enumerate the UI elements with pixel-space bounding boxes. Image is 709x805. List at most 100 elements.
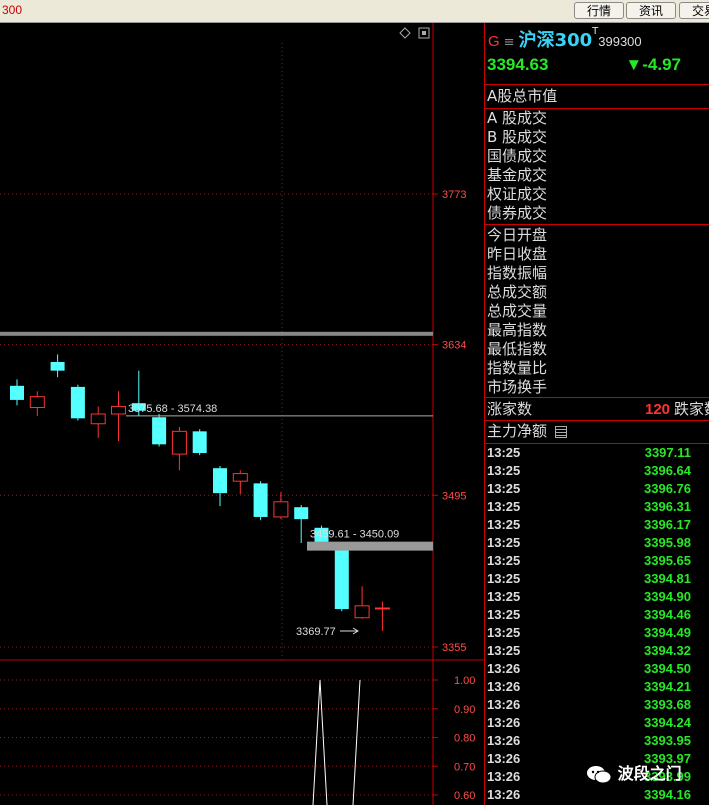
divider xyxy=(485,397,709,398)
trade-label: A 股成交 xyxy=(487,109,548,127)
news-button[interactable]: 资讯 xyxy=(626,2,676,19)
tick-row: 13:25 3394.46 xyxy=(485,607,709,625)
candle-body xyxy=(171,430,187,455)
gap-zone-label: 3459.61 - 3450.09 xyxy=(310,529,399,541)
tick-time: 13:25 xyxy=(487,517,521,532)
index-stat-label: 最低指数 xyxy=(487,340,548,358)
candle-body xyxy=(90,413,106,425)
index-stat-label: 最高指数 xyxy=(487,321,548,339)
rise-label: 涨家数 xyxy=(487,400,533,418)
main-net-row[interactable]: 主力净额 xyxy=(487,422,567,441)
menu-icon[interactable]: ≡ xyxy=(503,35,515,50)
tick-value: 3396.64 xyxy=(644,463,691,478)
index-code: 399300 xyxy=(598,34,642,49)
tick-time: 13:25 xyxy=(487,481,521,496)
low-marker-arrow xyxy=(352,627,359,635)
list-icon[interactable] xyxy=(554,425,567,438)
tick-row: 13:25 3396.76 xyxy=(485,481,709,499)
tick-time: 13:26 xyxy=(487,751,521,766)
candle-body xyxy=(213,468,227,494)
tick-row: 13:25 3396.64 xyxy=(485,463,709,481)
kline-chart-area[interactable]: 3773 3634 3495 3355 3575.68 - 3574.38 3459.61… xyxy=(0,23,485,805)
maximize-icon xyxy=(422,31,426,35)
tick-time: 13:25 xyxy=(487,571,521,586)
gap-zone-band xyxy=(307,541,433,551)
price-change: ▼-4.97 xyxy=(625,55,681,74)
low-marker-label: 3369.77 xyxy=(296,626,336,638)
tick-time: 13:25 xyxy=(487,535,521,550)
candle-body xyxy=(253,483,268,517)
candle-body xyxy=(232,473,248,482)
tick-value: 3394.81 xyxy=(644,571,691,586)
candle-body xyxy=(192,431,207,454)
tick-time: 13:26 xyxy=(487,733,521,748)
tick-row: 13:26 3393.99 xyxy=(485,769,709,787)
tick-row: 13:26 3394.50 xyxy=(485,661,709,679)
trade-label: 权证成交 xyxy=(487,185,548,203)
tick-row: 13:25 3394.49 xyxy=(485,625,709,643)
wechat-icon xyxy=(587,765,612,783)
candle-body xyxy=(374,607,390,610)
tick-row: 13:25 3396.17 xyxy=(485,517,709,535)
tick-time: 13:25 xyxy=(487,463,521,478)
candle-body xyxy=(152,417,167,445)
candle-body xyxy=(334,547,349,610)
tick-value: 3393.99 xyxy=(644,769,691,784)
fall-label: 跌家数 xyxy=(674,400,709,418)
divider xyxy=(485,420,709,421)
tick-value: 3393.68 xyxy=(644,697,691,712)
index-stat-label: 指数量比 xyxy=(487,359,548,377)
diamond-icon xyxy=(399,27,411,39)
stock-code-fragment: 300 xyxy=(2,3,23,17)
tick-row: 13:26 3393.68 xyxy=(485,697,709,715)
candlestick-chart[interactable]: 3773 3634 3495 3355 3575.68 - 3574.38 3459.61… xyxy=(0,23,485,805)
tick-value: 3397.11 xyxy=(644,445,691,460)
index-name: 沪深300 xyxy=(518,30,593,51)
candle-body xyxy=(131,403,146,411)
market-tag: G xyxy=(488,33,500,50)
index-stat-label: 指数振幅 xyxy=(487,264,548,282)
tick-value: 3394.46 xyxy=(644,607,691,622)
y-tick-label: 3773 xyxy=(442,189,466,201)
tick-row: 13:25 3396.31 xyxy=(485,499,709,517)
indicator-line xyxy=(312,679,321,805)
tick-time: 13:26 xyxy=(487,715,521,730)
tick-row: 13:25 3394.32 xyxy=(485,643,709,661)
divider xyxy=(485,108,709,109)
tick-value: 3395.65 xyxy=(644,553,691,568)
tick-row: 13:26 3394.24 xyxy=(485,715,709,733)
indicator-line xyxy=(352,679,361,805)
tick-value: 3394.21 xyxy=(644,679,691,694)
tick-row: 13:26 3393.97 xyxy=(485,751,709,769)
advance-decline-row: 涨家数 120 跌家数 xyxy=(487,400,709,419)
y-tick-label: 3355 xyxy=(442,642,466,654)
tick-value: 3396.76 xyxy=(644,481,691,496)
maximize-icon xyxy=(418,27,430,39)
index-stat-label: 总成交量 xyxy=(487,302,548,320)
tick-time: 13:26 xyxy=(487,787,521,802)
panel-title: G ≡ 沪深300T399300 xyxy=(488,26,642,51)
indicator-line xyxy=(319,679,328,805)
tick-time: 13:25 xyxy=(487,589,521,604)
quotes-button[interactable]: 行情 xyxy=(574,2,624,19)
tick-value: 3394.90 xyxy=(644,589,691,604)
tick-value: 3396.31 xyxy=(644,499,691,514)
indicator-tick-label: 1.00 xyxy=(454,675,475,687)
indicator-tick-label: 0.70 xyxy=(454,761,475,773)
quote-panel: G ≡ 沪深300T399300 3394.63 ▼-4.97 A股总市值 A 股成… xyxy=(484,23,709,805)
tick-value: 3394.50 xyxy=(644,661,691,676)
candle-body xyxy=(29,396,45,408)
indicator-tick-label: 0.80 xyxy=(454,733,475,745)
tick-time: 13:26 xyxy=(487,661,521,676)
trade-label: 国债成交 xyxy=(487,147,548,165)
index-stat-label: 市场换手 xyxy=(487,378,548,396)
t-superscript: T xyxy=(592,26,599,37)
tick-time: 13:26 xyxy=(487,697,521,712)
y-tick-label: 3495 xyxy=(442,490,466,502)
tick-row: 13:25 3395.65 xyxy=(485,553,709,571)
candle-body xyxy=(294,507,309,520)
tick-row: 13:26 3394.21 xyxy=(485,679,709,697)
trade-button[interactable]: 交易 xyxy=(679,2,709,19)
indicator-tick-label: 0.60 xyxy=(454,790,475,802)
tick-row: 13:25 3397.11 xyxy=(485,445,709,463)
